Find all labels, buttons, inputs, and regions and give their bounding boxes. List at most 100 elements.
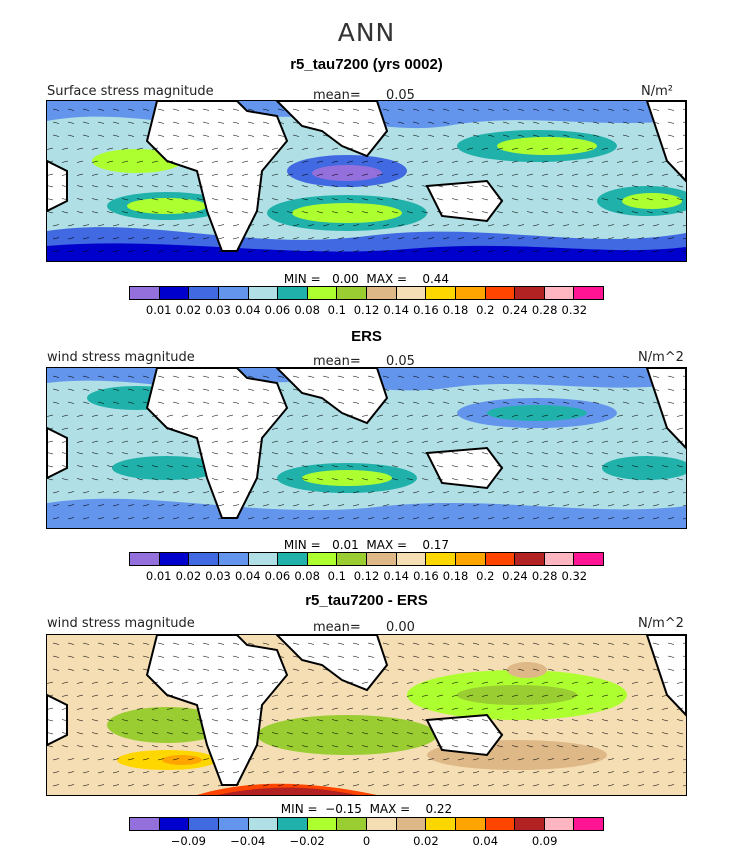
wind-vector — [106, 173, 114, 176]
wind-vector — [106, 440, 114, 443]
wind-vector — [682, 237, 686, 240]
wind-vector — [307, 771, 315, 774]
wind-vector — [397, 784, 405, 787]
wind-vector — [307, 121, 315, 124]
wind-vector — [277, 491, 285, 494]
wind-vector — [526, 173, 534, 176]
wind-vector — [607, 642, 615, 645]
wind-vector — [547, 491, 555, 494]
wind-vector — [682, 108, 686, 111]
wind-vector — [481, 719, 489, 722]
wind-vector — [472, 237, 480, 240]
wind-vector — [196, 478, 204, 481]
wind-vector — [226, 427, 234, 430]
wind-vector — [421, 719, 429, 722]
wind-vector — [346, 732, 354, 735]
wind-vector — [232, 388, 240, 391]
wind-vector — [427, 655, 435, 658]
wind-vector — [511, 707, 519, 710]
wind-vector — [382, 758, 390, 761]
wind-vector — [172, 237, 180, 240]
wind-vector — [571, 452, 579, 455]
wind-vector — [421, 160, 429, 163]
wind-vector — [637, 250, 645, 253]
wind-vector — [271, 211, 279, 214]
wind-vector — [121, 440, 129, 443]
wind-vector — [166, 440, 174, 443]
colorbar-swatch — [130, 818, 160, 830]
wind-vector — [637, 504, 645, 507]
wind-vector — [187, 121, 195, 124]
wind-vector — [517, 375, 525, 378]
wind-vector — [421, 147, 429, 150]
wind-vector — [112, 517, 120, 520]
wind-vector — [421, 707, 429, 710]
wind-vector — [577, 642, 585, 645]
wind-vector — [346, 452, 354, 455]
south-atlantic-core — [127, 198, 207, 214]
colorbar-swatch — [574, 818, 603, 830]
wind-vector — [676, 719, 684, 722]
wind-vector — [541, 465, 549, 468]
indian-ocean-core — [292, 203, 402, 223]
wind-vector — [121, 185, 129, 188]
wind-vector — [481, 707, 489, 710]
wind-vector — [637, 375, 645, 378]
wind-vector — [676, 185, 684, 188]
wind-vector — [247, 134, 255, 137]
wind-vector — [106, 478, 114, 481]
wind-vector — [457, 121, 465, 124]
wind-vector — [391, 694, 399, 697]
wind-vector — [277, 108, 285, 111]
wind-vector — [352, 375, 360, 378]
wind-vector — [517, 401, 525, 404]
wind-vector — [496, 719, 504, 722]
wind-vector — [562, 517, 570, 520]
wind-vector — [547, 388, 555, 391]
wind-vector — [526, 694, 534, 697]
wind-vector — [352, 108, 360, 111]
wind-vector — [481, 465, 489, 468]
wind-vector — [577, 504, 585, 507]
wind-vector — [676, 732, 684, 735]
wind-vector — [571, 211, 579, 214]
colorbar-swatch — [159, 818, 190, 830]
wind-vector — [91, 185, 99, 188]
wind-vector — [241, 440, 249, 443]
wind-vector — [286, 681, 294, 684]
wind-vector — [82, 771, 90, 774]
wind-vector — [511, 185, 519, 188]
wind-vector — [157, 642, 165, 645]
wind-vector — [316, 452, 324, 455]
wind-vector — [577, 134, 585, 137]
wind-vector — [301, 427, 309, 430]
colorbar-tick-label: 0.09 — [531, 834, 558, 848]
wind-vector — [616, 694, 624, 697]
wind-vector — [97, 108, 105, 111]
wind-vector — [352, 642, 360, 645]
wind-vector — [607, 250, 615, 253]
wind-vector — [232, 491, 240, 494]
wind-vector — [136, 465, 144, 468]
wind-vector — [532, 655, 540, 658]
wind-vector — [391, 160, 399, 163]
colorbar-swatch — [485, 287, 516, 299]
wind-vector — [346, 173, 354, 176]
wind-vector — [466, 745, 474, 748]
wind-vector — [532, 134, 540, 137]
wind-vector — [247, 504, 255, 507]
wind-vector — [187, 224, 195, 227]
wind-vector — [331, 173, 339, 176]
wind-vector — [487, 388, 495, 391]
wind-vector — [652, 401, 660, 404]
wind-vector — [571, 732, 579, 735]
wind-vector — [406, 147, 414, 150]
wind-vector — [211, 147, 219, 150]
wind-vector — [196, 427, 204, 430]
wind-vector — [526, 452, 534, 455]
wind-vector — [337, 491, 345, 494]
wind-vector — [571, 185, 579, 188]
wind-vector — [112, 237, 120, 240]
wind-vector — [397, 237, 405, 240]
wind-vector — [322, 655, 330, 658]
